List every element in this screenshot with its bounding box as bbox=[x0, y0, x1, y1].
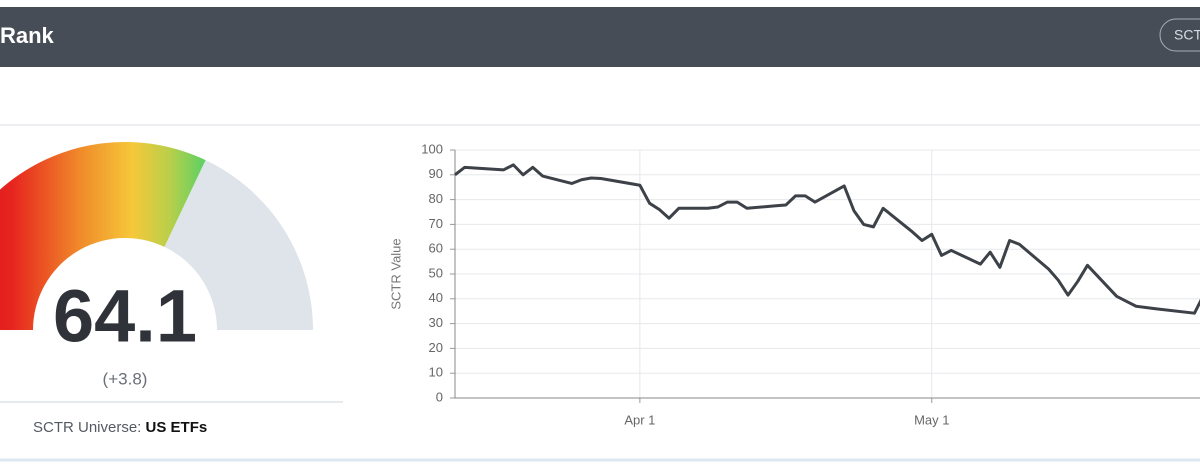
y-tick-label: 10 bbox=[429, 365, 443, 380]
y-tick-label: 40 bbox=[429, 290, 443, 305]
universe-value: US ETFs bbox=[146, 419, 208, 436]
universe-label: SCTR Universe: bbox=[33, 419, 141, 436]
y-tick-label: 0 bbox=[436, 389, 443, 404]
y-tick-label: 50 bbox=[429, 265, 443, 280]
y-tick-label: 100 bbox=[421, 141, 443, 156]
gauge-track bbox=[164, 160, 313, 330]
y-tick-label: 30 bbox=[429, 315, 443, 330]
y-tick-label: 60 bbox=[429, 241, 443, 256]
y-tick-label: 90 bbox=[429, 166, 443, 181]
y-tick-label: 70 bbox=[429, 216, 443, 231]
universe: SCTR Universe: US ETFs bbox=[33, 419, 207, 436]
gauge-fill bbox=[0, 142, 206, 330]
line-chart: 0 10 20 30 40 50 60 70 80 90 100 Apr 1 May 1 bbox=[421, 141, 1200, 427]
y-tick-label: 20 bbox=[429, 340, 443, 355]
header-button-label[interactable]: SCTR bbox=[1174, 27, 1200, 43]
y-tick-label: 80 bbox=[429, 191, 443, 206]
line bbox=[454, 163, 1200, 315]
header-button[interactable] bbox=[1159, 18, 1200, 52]
gauge-value: 64.1 bbox=[53, 275, 197, 358]
header-bar bbox=[0, 7, 1200, 67]
header-title: Rank bbox=[0, 23, 55, 48]
y-axis-label: SCTR Value bbox=[388, 238, 403, 309]
x-tick-label: Apr 1 bbox=[624, 412, 655, 427]
gauge-change: (+3.8) bbox=[103, 369, 148, 388]
x-tick-label: May 1 bbox=[914, 412, 949, 427]
gauge bbox=[0, 142, 313, 330]
